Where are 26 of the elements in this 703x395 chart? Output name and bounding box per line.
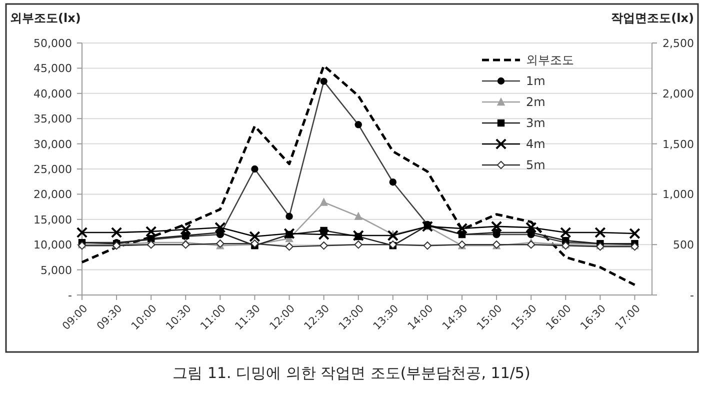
y-tick-label: 15,000 bbox=[34, 213, 72, 226]
y-tick-label: 40,000 bbox=[34, 87, 72, 100]
y-tick-label: 20,000 bbox=[34, 188, 72, 202]
y2-tick-label: 500 bbox=[673, 238, 694, 252]
legend-label: 1m bbox=[526, 74, 546, 88]
legend-label: 3m bbox=[526, 116, 546, 130]
legend-label: 5m bbox=[526, 158, 546, 172]
y-tick-label: 50,000 bbox=[34, 37, 72, 50]
legend-label: 4m bbox=[526, 137, 546, 151]
y2-axis-title: 작업면조도(lx) bbox=[611, 11, 694, 25]
y-tick-label: 45,000 bbox=[34, 62, 72, 76]
y-tick-label: 25,000 bbox=[34, 163, 72, 176]
y-tick-label: 35,000 bbox=[34, 112, 72, 126]
legend-label: 외부조도 bbox=[526, 53, 574, 67]
y2-tick-label: 1,000 bbox=[662, 188, 694, 202]
y-tick-label: 10,000 bbox=[34, 238, 72, 252]
y2-tick-label: 2,000 bbox=[662, 87, 694, 100]
y-tick-label: - bbox=[68, 289, 72, 302]
caption: 그림 11. 디밍에 의한 작업면 조도(부분담천공, 11/5) bbox=[172, 364, 530, 382]
y2-tick-label: - bbox=[690, 289, 694, 302]
legend-label: 2m bbox=[526, 95, 546, 109]
y-tick-label: 30,000 bbox=[34, 138, 72, 151]
y-tick-label: 5,000 bbox=[40, 264, 72, 277]
y2-tick-label: 1,500 bbox=[662, 138, 694, 151]
y-axis-title: 외부조도(lx) bbox=[10, 11, 81, 25]
y2-tick-label: 2,500 bbox=[662, 37, 694, 50]
